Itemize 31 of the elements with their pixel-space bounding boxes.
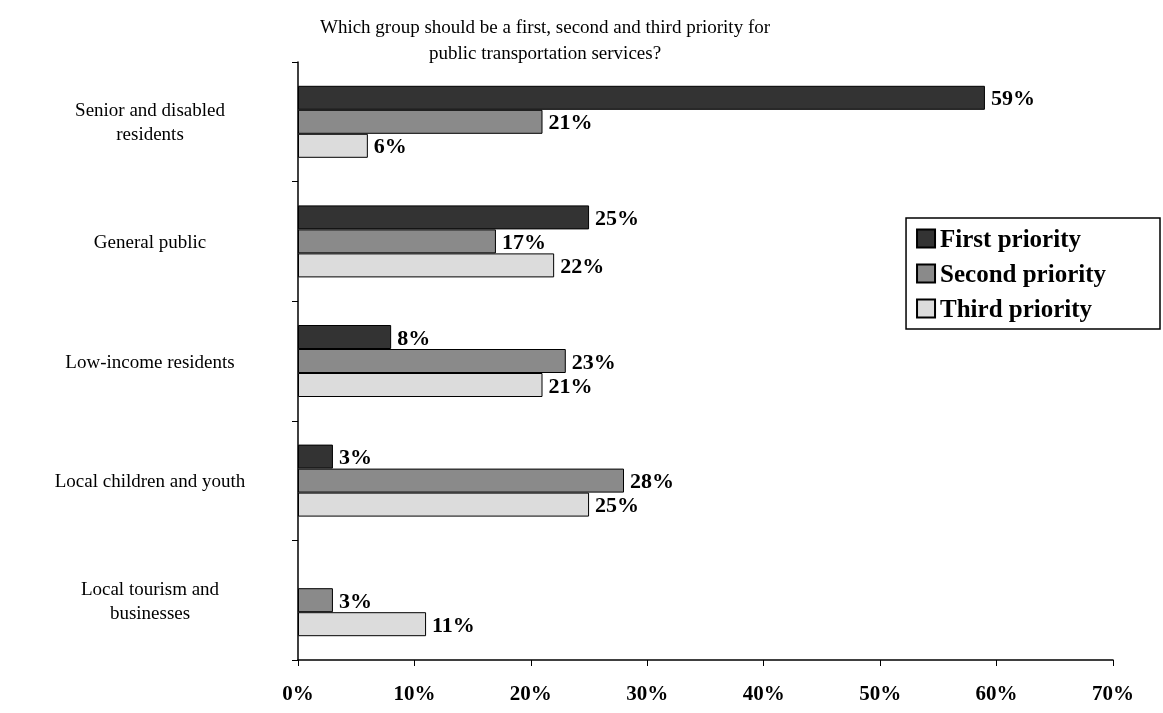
data-label: 21% — [548, 372, 593, 398]
data-label: 8% — [397, 324, 431, 350]
data-label: 28% — [630, 468, 674, 494]
y-tick-label: General public — [93, 230, 207, 252]
chart-title: Which group should be a first, second and third priority for public transportation services? — [319, 15, 771, 63]
y-tick-label: Local tourism and businesses — [80, 577, 220, 623]
data-label: 21% — [548, 109, 593, 135]
x-tick-label: 10% — [393, 680, 436, 705]
data-label: 25% — [595, 204, 640, 230]
x-tick-label: 30% — [626, 680, 669, 705]
data-label: 3% — [338, 587, 372, 613]
data-label: 22% — [560, 252, 605, 278]
data-label: 23% — [571, 348, 616, 374]
legend-label: Second priority — [940, 260, 1107, 287]
y-tick-label: Low-income residents — [65, 350, 235, 372]
x-tick-label: 0% — [282, 680, 314, 705]
data-label: 17% — [501, 228, 546, 254]
x-tick-label: 20% — [509, 680, 552, 705]
data-label: 25% — [595, 492, 640, 518]
x-tick-label: 50% — [859, 680, 902, 705]
y-tick-label: Local children and youth — [54, 470, 246, 492]
legend-label: Third priority — [940, 295, 1093, 322]
x-tick-label: 70% — [1092, 680, 1134, 705]
y-tick-label: Senior and disabled residents — [75, 99, 226, 145]
data-label: 59% — [990, 85, 1035, 111]
data-label: 11% — [432, 611, 475, 637]
x-tick-label: 60% — [975, 680, 1018, 705]
data-label: 3% — [338, 444, 372, 470]
x-tick-label: 40% — [742, 680, 785, 705]
data-label: 6% — [373, 133, 407, 159]
legend-label: First priority — [940, 225, 1082, 252]
